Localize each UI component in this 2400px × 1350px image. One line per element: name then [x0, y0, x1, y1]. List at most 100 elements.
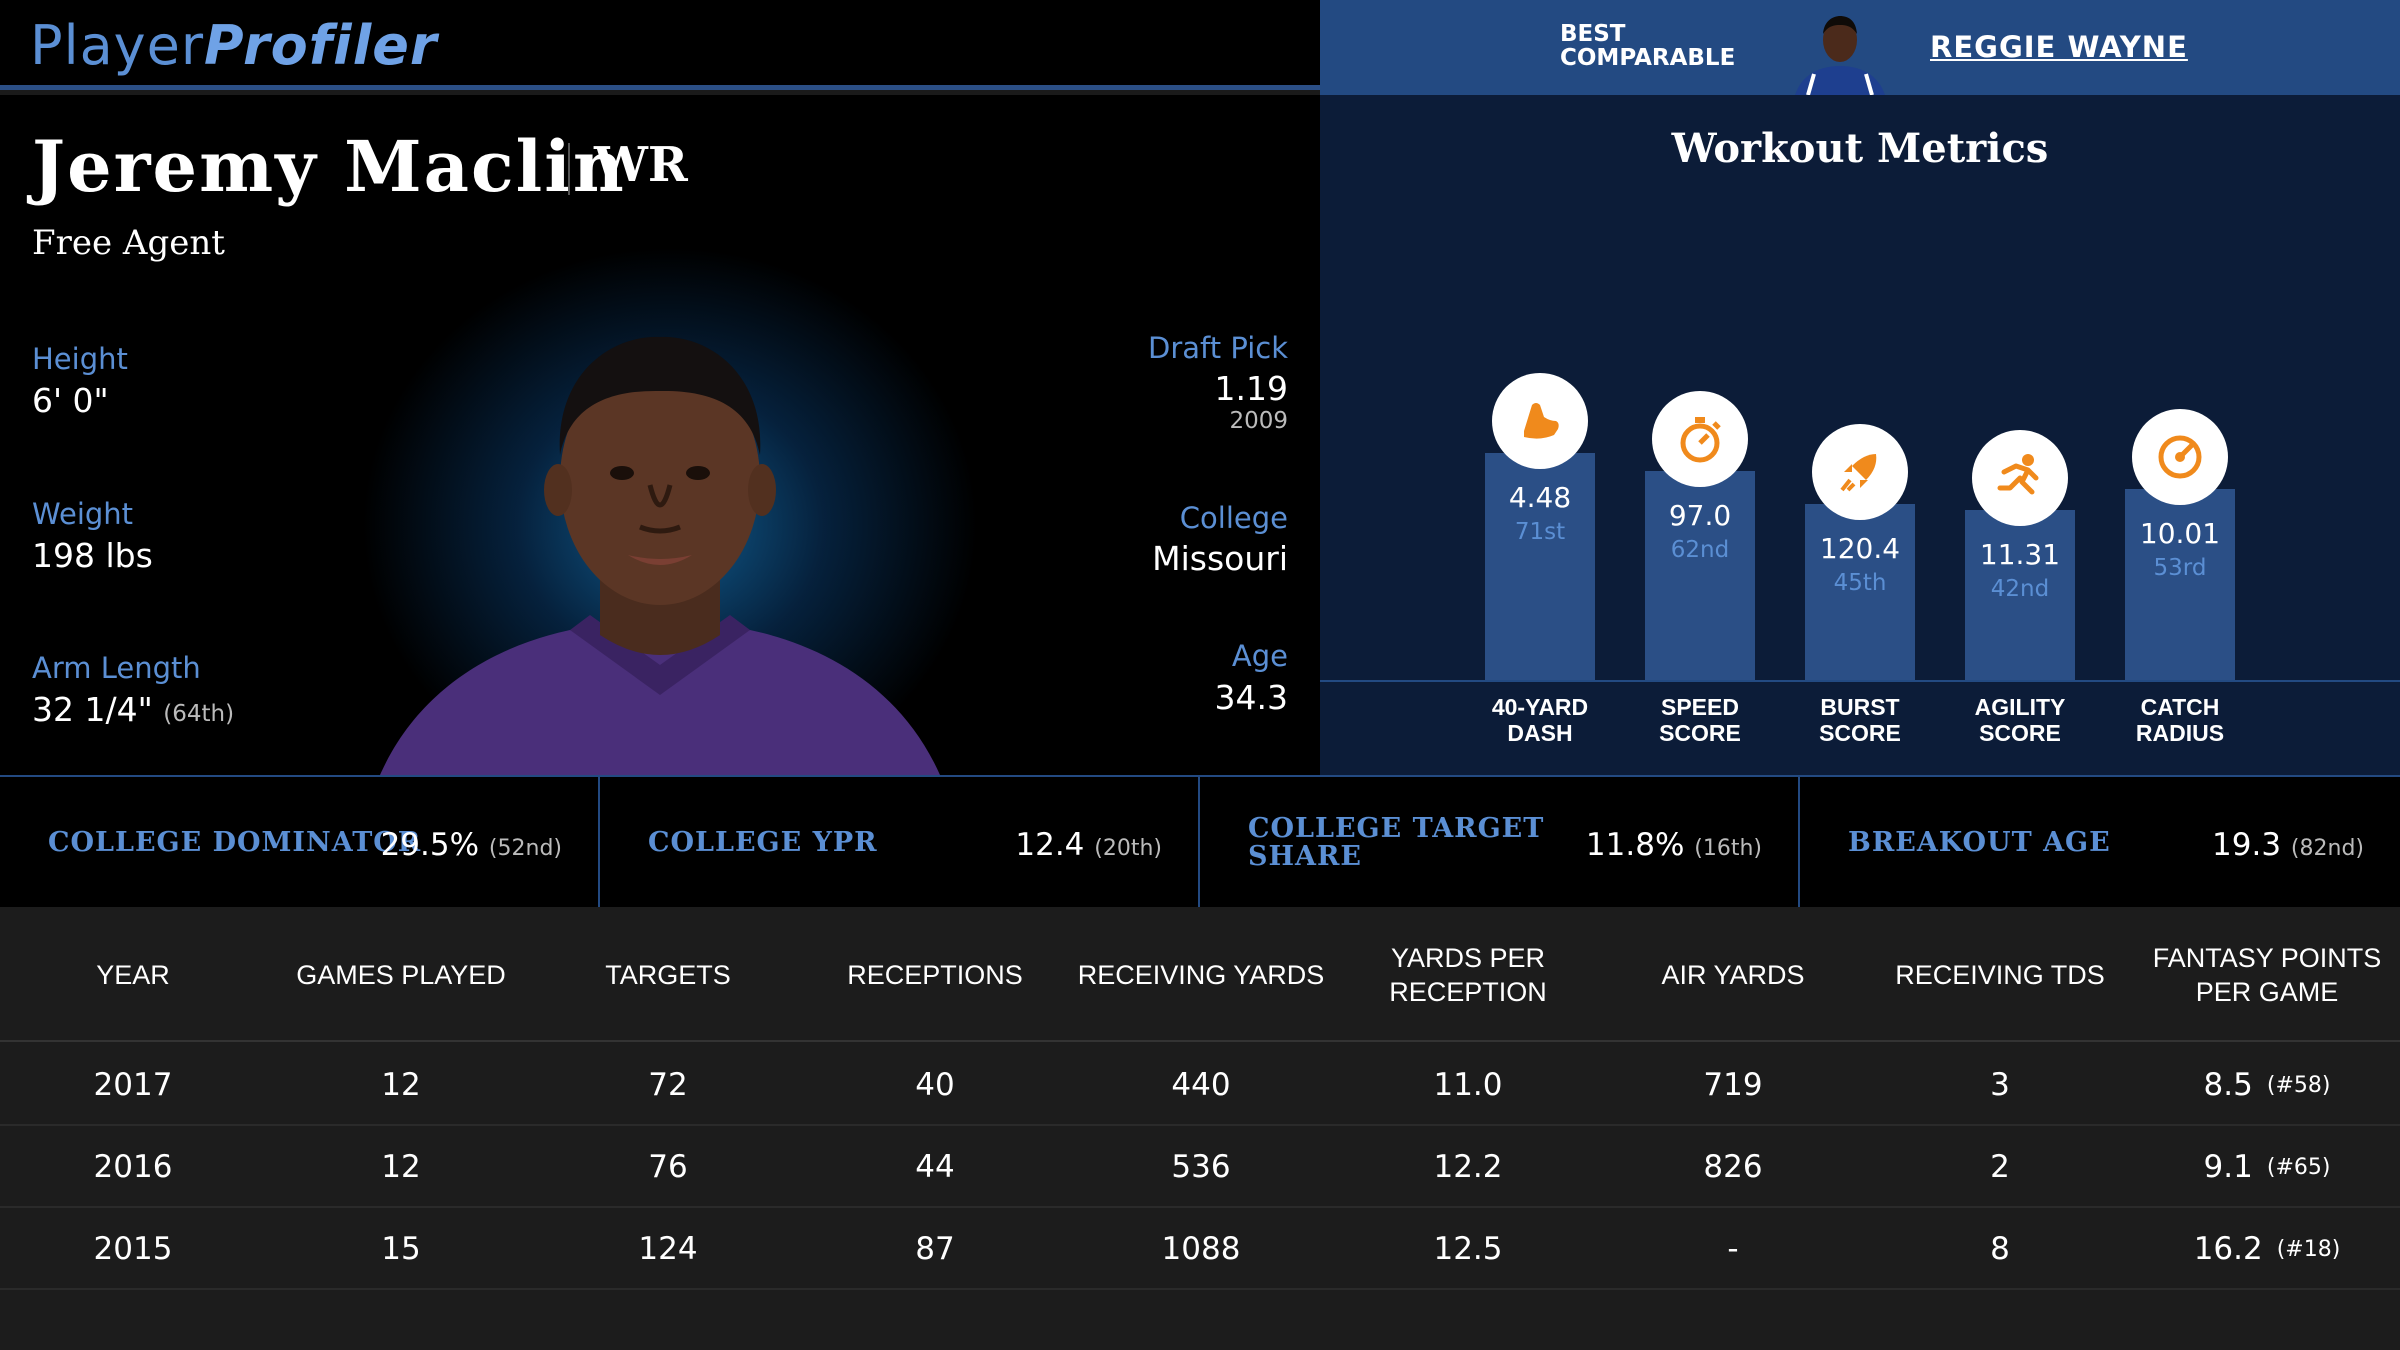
column-header[interactable]: YEAR	[96, 959, 170, 990]
draft-year: 2009	[1229, 408, 1288, 434]
arm-length-label: Arm Length	[32, 651, 201, 685]
table-cell: 8	[1867, 1208, 2133, 1290]
college-dominator-value: 29.5% (52nd)	[381, 827, 562, 863]
player-name: Jeremy Maclin	[32, 125, 626, 208]
table-header: YEAR GAMES PLAYED TARGETS RECEPTIONS RECEIVI…	[0, 907, 2400, 1042]
breakout-age-value: 19.3 (82nd)	[2212, 827, 2364, 863]
cell-value: 719	[1703, 1067, 1763, 1103]
best-comparable-label-line1: BEST	[1560, 21, 1626, 47]
metric-rank: 62nd	[1670, 537, 1730, 563]
metric-bar-agility	[1965, 510, 2075, 680]
table-cell: -	[1600, 1208, 1866, 1290]
cell-value: 15	[381, 1231, 421, 1267]
college-label: College	[1179, 501, 1288, 535]
best-comparable-link[interactable]: REGGIE WAYNE	[1930, 30, 2188, 64]
cell-value: -	[1727, 1231, 1739, 1267]
table-cell: 2015	[0, 1208, 266, 1290]
cell-value: 2	[1990, 1149, 2010, 1185]
height-value: 6' 0"	[32, 381, 109, 420]
column-header[interactable]: RECEIVING YARDS	[1077, 959, 1325, 990]
player-position: WR	[594, 137, 688, 193]
college-metrics-row: COLLEGE DOMINATOR 29.5% (52nd) COLLEGE Y…	[0, 775, 2400, 907]
college-target-share-value: 11.8% (16th)	[1586, 827, 1762, 863]
cell-value: 12.5	[1433, 1231, 1503, 1267]
college-target-share-rank: (16th)	[1694, 836, 1762, 861]
arm-length-number: 32 1/4"	[32, 690, 153, 729]
cell-value: 440	[1171, 1067, 1231, 1103]
metric-value: 97.0	[1668, 499, 1732, 532]
table-cell: 11.0	[1335, 1044, 1601, 1126]
table-cell: 124	[535, 1208, 801, 1290]
column-header[interactable]: RECEIVING TDS	[1895, 959, 2105, 990]
arm-length-rank: (64th)	[163, 701, 235, 727]
college-dominator-label: COLLEGE DOMINATOR	[48, 827, 422, 858]
name-divider	[568, 143, 570, 195]
metric-name: SPEED SCORE	[1659, 694, 1741, 746]
table-cell: 12	[268, 1044, 534, 1126]
column-header[interactable]: RECEPTIONS	[847, 959, 1023, 990]
table-cell: 9.1 (#65)	[2134, 1126, 2400, 1208]
table-cell: 12	[268, 1126, 534, 1208]
cell-value: 8	[1990, 1231, 2010, 1267]
cell-value: 76	[648, 1149, 688, 1185]
best-comparable-label-line2: COMPARABLE	[1560, 45, 1736, 71]
cell-value: 11.0	[1433, 1067, 1503, 1103]
metric-bar-40-yard	[1485, 453, 1595, 680]
column-header[interactable]: AIR YARDS	[1661, 959, 1805, 990]
table-cell: 12.5	[1335, 1208, 1601, 1290]
college-ypr-number: 12.4	[1015, 827, 1085, 863]
workout-metrics-title: Workout Metrics	[1671, 125, 2049, 172]
cell-value: 2016	[93, 1149, 173, 1185]
brand-bar: PlayerProfiler	[0, 0, 1320, 90]
college-target-share-cell: COLLEGE TARGET SHARE 11.8% (16th)	[1200, 775, 1800, 907]
metric-value: 10.01	[2139, 516, 2221, 550]
metric-rank: 42nd	[1990, 576, 2050, 602]
cell-value: 12.2	[1433, 1149, 1503, 1185]
column-header[interactable]: FANTASY POINTS PER GAME	[2152, 942, 2382, 1007]
table-row: 2016 12 76 44 536 12.2 826 2 9.1 (#65)	[0, 1126, 2400, 1208]
cell-value: 12	[381, 1149, 421, 1185]
logo[interactable]: PlayerProfiler	[30, 14, 437, 77]
cell-value: 16.2	[2193, 1231, 2263, 1267]
fantasy-rank: (#65)	[2266, 1154, 2331, 1180]
table-cell: 15	[268, 1208, 534, 1290]
metric-bar-speed	[1645, 471, 1755, 680]
table-cell: 2017	[0, 1044, 266, 1126]
metric-value: 120.4	[1819, 532, 1901, 566]
college-target-share-label-line1: COLLEGE TARGET	[1248, 813, 1545, 844]
metric-value: 11.31	[1979, 538, 2061, 571]
age-value: 34.3	[1214, 678, 1288, 717]
column-header[interactable]: GAMES PLAYED	[296, 959, 506, 990]
metric-name: CATCH RADIUS	[2135, 694, 2225, 746]
cell-value: 44	[915, 1149, 955, 1185]
metric-rank: 71st	[1514, 519, 1566, 546]
table-cell: 40	[802, 1044, 1068, 1126]
breakout-age-cell: BREAKOUT AGE 19.3 (82nd)	[1800, 775, 2400, 907]
college-target-share-label-line2: SHARE	[1248, 841, 1362, 872]
table-cell: 719	[1600, 1044, 1866, 1126]
college-value: Missouri	[1152, 539, 1288, 578]
best-comparable-bar: BEST COMPARABLE REGGIE WAYNE	[1320, 0, 2400, 95]
column-header[interactable]: YARDS PER RECEPTION	[1389, 942, 1547, 1007]
workout-metrics-panel: Workout Metrics 4.48 71st 40-YARD DASH 97.0 6…	[1320, 95, 2400, 775]
cell-value: 1088	[1161, 1231, 1241, 1267]
column-header[interactable]: TARGETS	[605, 959, 731, 990]
target-icon	[2132, 408, 2228, 505]
table-row: 2017 12 72 40 440 11.0 719 3 8.5 (#58)	[0, 1044, 2400, 1126]
player-profile-panel: Jeremy Maclin WR Free Agent Height 6' 0"…	[0, 95, 1320, 775]
table-cell: 87	[802, 1208, 1068, 1290]
cell-value: 72	[648, 1067, 688, 1103]
cell-value: 124	[638, 1231, 698, 1267]
player-team: Free Agent	[32, 223, 225, 263]
table-cell: 2	[1867, 1126, 2133, 1208]
table-cell: 72	[535, 1044, 801, 1126]
metric-bar-catch	[2125, 488, 2235, 680]
table-cell: 16.2 (#18)	[2134, 1208, 2400, 1290]
rocket-icon	[1812, 424, 1908, 521]
arm-length-value: 32 1/4" (64th)	[32, 690, 234, 729]
cell-value: 2015	[93, 1231, 173, 1267]
player-headshot	[380, 336, 940, 775]
college-ypr-cell: COLLEGE YPR 12.4 (20th)	[600, 775, 1200, 907]
table-cell: 12.2	[1335, 1126, 1601, 1208]
metric-name: AGILITY SCORE	[1974, 694, 2066, 746]
